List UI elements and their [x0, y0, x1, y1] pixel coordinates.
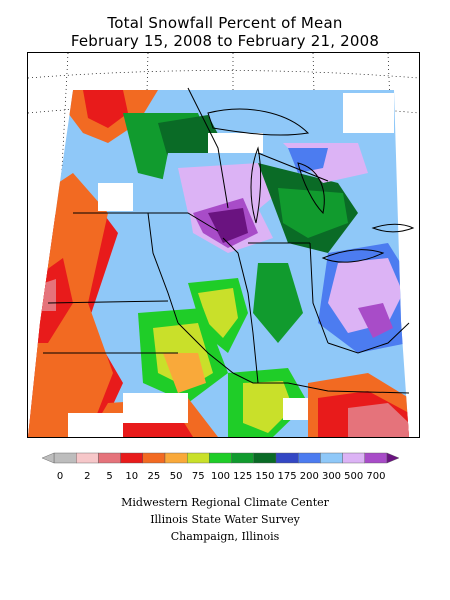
legend-label-200: 200 — [300, 471, 319, 482]
legend-under-arrow — [41, 452, 55, 464]
legend-swatch-175 — [275, 452, 299, 464]
legend-swatch-0 — [53, 452, 77, 464]
legend-label-500: 500 — [344, 471, 363, 482]
legend-swatch-2 — [76, 452, 99, 464]
great-lakes — [207, 108, 415, 263]
footer-center-name: Midwestern Regional Climate Center — [121, 496, 329, 509]
legend-label-0: 0 — [57, 471, 63, 482]
legend-label-25: 25 — [148, 471, 161, 482]
map-title: Total Snowfall Percent of Mean — [107, 14, 343, 32]
legend-swatch-25 — [142, 452, 166, 464]
legend-label-10: 10 — [125, 471, 138, 482]
legend-over-arrow — [386, 452, 400, 464]
legend-swatch-200 — [298, 452, 321, 464]
legend-scale: 0 2 5 10 25 50 75 100 125 150 175 200 300 500 700 — [41, 452, 400, 482]
legend-swatch-10 — [120, 452, 143, 464]
state-boundaries — [43, 87, 410, 394]
legend-swatch-700 — [364, 452, 388, 464]
legend-swatch-500 — [342, 452, 366, 464]
legend-label-700: 700 — [366, 471, 385, 482]
footer-location: Champaign, Illinois — [170, 530, 280, 543]
color-legend: 0 2 5 10 25 50 75 100 125 150 175 200 300 500 700 — [40, 450, 410, 484]
legend-label-2: 2 — [84, 471, 90, 482]
legend-label-175: 175 — [278, 471, 297, 482]
snowfall-field — [28, 90, 409, 437]
snowfall-map — [27, 52, 420, 438]
legend-swatch-300 — [320, 452, 343, 464]
legend-label-5: 5 — [106, 471, 112, 482]
map-date-range: February 15, 2008 to February 21, 2008 — [70, 32, 380, 50]
legend-label-300: 300 — [322, 471, 341, 482]
legend-label-150: 150 — [255, 471, 274, 482]
legend-swatch-150 — [253, 452, 277, 464]
legend-swatch-5 — [98, 452, 121, 464]
legend-swatch-50 — [164, 452, 188, 464]
footer-survey-name: Illinois State Water Survey — [150, 513, 300, 526]
legend-label-75: 75 — [192, 471, 205, 482]
legend-swatch-125 — [231, 452, 255, 464]
legend-label-50: 50 — [170, 471, 183, 482]
snowfall-map-canvas — [28, 53, 419, 437]
legend-label-125: 125 — [233, 471, 252, 482]
legend-swatch-75 — [186, 452, 210, 464]
legend-label-100: 100 — [211, 471, 230, 482]
legend-swatch-100 — [209, 452, 232, 464]
